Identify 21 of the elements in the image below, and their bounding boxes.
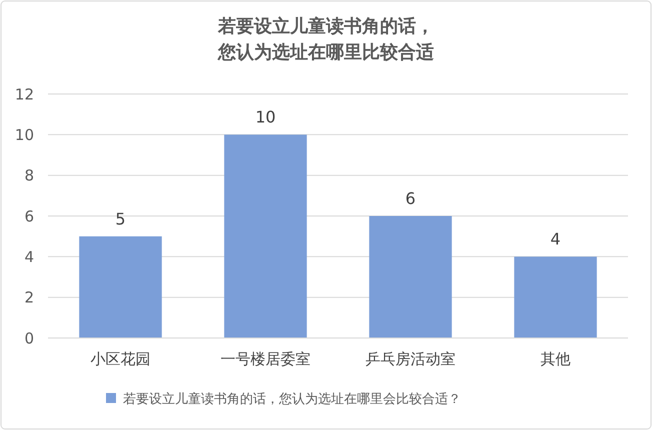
bar [369, 216, 452, 338]
bar [79, 236, 162, 338]
data-label: 4 [550, 230, 561, 249]
y-tick-label: 12 [14, 85, 34, 104]
data-label: 10 [255, 108, 276, 127]
y-tick-label: 2 [24, 288, 34, 307]
y-tick-label: 6 [24, 207, 34, 226]
y-tick-label: 8 [24, 166, 34, 185]
y-tick-label: 4 [24, 248, 34, 266]
y-tick-label: 10 [14, 126, 34, 144]
data-label: 6 [405, 189, 416, 208]
data-label: 5 [115, 209, 126, 228]
y-tick-label: 0 [24, 329, 34, 348]
bar [514, 256, 597, 338]
x-tick-label: 其他 [540, 350, 570, 368]
chart-title: 若要设立儿童读书角的话，您认为选址在哪里比较合适 [217, 16, 434, 63]
bar [224, 134, 307, 338]
x-tick-label: 一号楼居委室 [220, 350, 310, 368]
x-tick-label: 乒乓房活动室 [366, 350, 456, 368]
legend-label: 若要设立儿童读书角的话，您认为选址在哪里会比较合适？ [123, 391, 461, 407]
x-tick-label: 小区花园 [90, 350, 150, 368]
